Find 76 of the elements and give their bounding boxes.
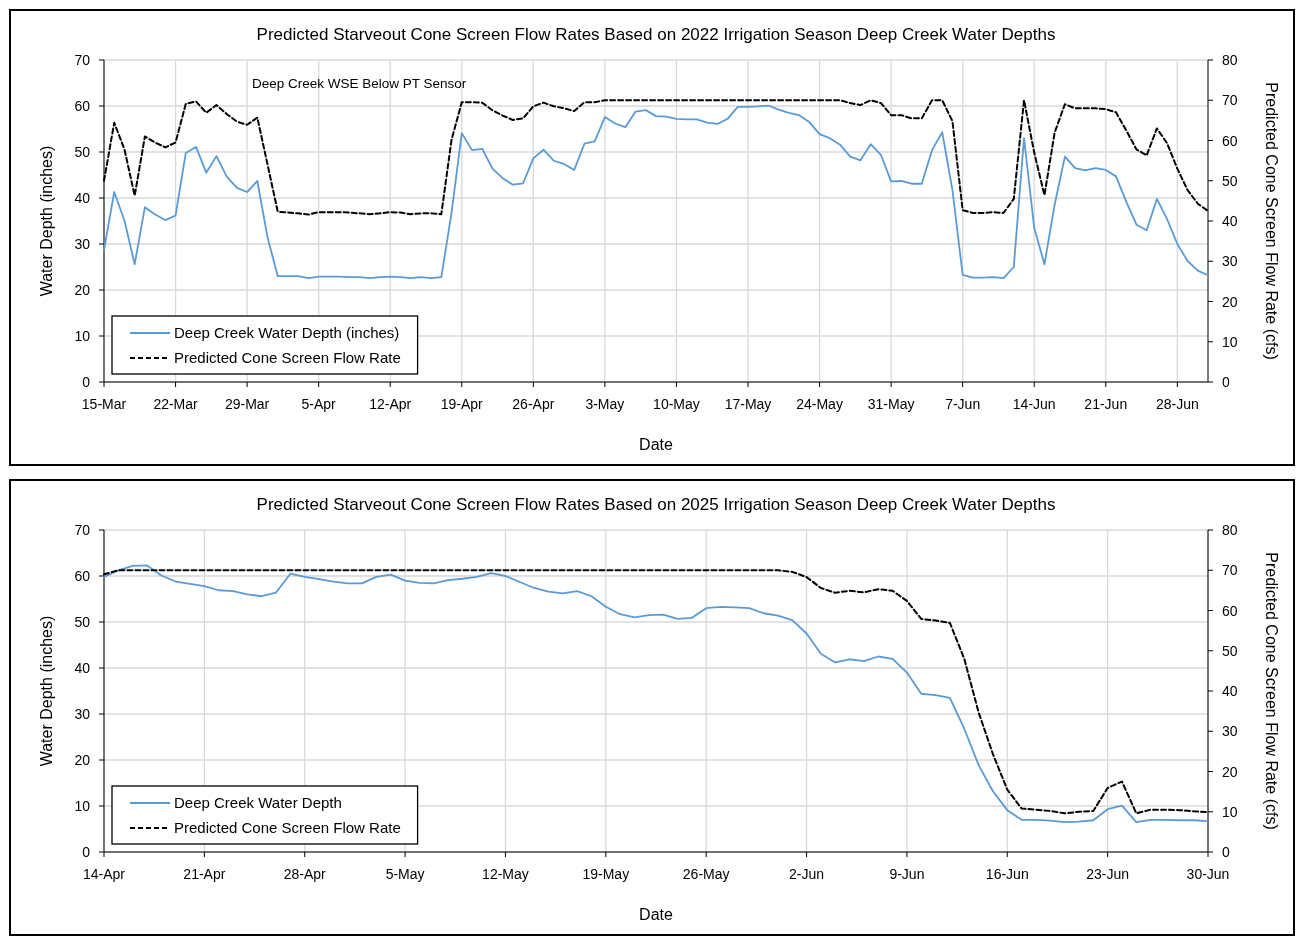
y2-tick-label: 10 (1222, 803, 1238, 820)
x-tick-label: 5-Apr (301, 396, 337, 412)
y-tick-label: 20 (74, 282, 91, 298)
x-tick-label: 10-May (653, 396, 700, 412)
y-tick-label: 70 (74, 522, 91, 538)
y2-tick-label: 0 (1222, 374, 1230, 390)
x-tick-label: 15-Mar (81, 396, 127, 412)
y-axis-title: Water Depth (inches) (38, 145, 55, 297)
y2-tick-label: 60 (1222, 132, 1238, 149)
chart-title: Predicted Starveout Cone Screen Flow Rates Based on 2022 Irrigation Season Deep Creek Water Depths (256, 25, 1056, 44)
y-tick-label: 50 (74, 614, 91, 630)
legend-label: Deep Creek Water Depth (inches) (174, 324, 400, 341)
line-series (103, 104, 1209, 279)
x-tick-label: 26-May (682, 866, 730, 882)
legend-label: Deep Creek Water Depth (174, 794, 342, 811)
x-tick-label: 21-Apr (183, 866, 226, 882)
y2-tick-label: 40 (1222, 683, 1238, 699)
y-tick-label: 60 (74, 98, 91, 114)
x-tick-label: 12-May (482, 866, 529, 882)
x-tick-label: 28-Jun (1155, 396, 1199, 412)
y-tick-label: 10 (74, 328, 91, 344)
y2-tick-label: 0 (1222, 844, 1230, 860)
y2-tick-label: 10 (1222, 333, 1238, 350)
y2-tick-label: 50 (1222, 642, 1238, 659)
y2-tick-label: 30 (1222, 723, 1238, 740)
x-tick-label: 3-May (585, 396, 625, 412)
legend-label: Predicted Cone Screen Flow Rate (174, 349, 401, 366)
x-tick-label: 24-May (796, 396, 843, 412)
x-tick-label: 26-Apr (512, 396, 555, 412)
y2-tick-label: 30 (1222, 253, 1238, 270)
y-axis-title: Water Depth (inches) (38, 615, 55, 767)
y2-tick-label: 80 (1222, 522, 1238, 538)
y2-tick-label: 40 (1222, 213, 1238, 229)
y2-axis-title: Predicted Cone Screen Flow Rate (cfs) (1263, 552, 1280, 830)
y-tick-label: 40 (74, 190, 91, 206)
x-tick-label: 19-Apr (440, 396, 484, 412)
y-tick-label: 70 (74, 52, 91, 68)
y-tick-label: 30 (74, 236, 91, 252)
x-tick-label: 31-May (867, 396, 915, 412)
y-tick-label: 0 (82, 374, 91, 390)
chart-title: Predicted Starveout Cone Screen Flow Rates Based on 2025 Irrigation Season Deep Creek Water Depths (256, 495, 1056, 514)
annotation: Deep Creek WSE Below PT Sensor (252, 76, 467, 91)
x-tick-label: 23-Jun (1086, 866, 1130, 882)
x-tick-label: 30-Jun (1186, 866, 1230, 882)
x-tick-label: 9-Jun (889, 866, 925, 882)
x-tick-label: 16-Jun (985, 866, 1029, 882)
y-tick-label: 0 (82, 844, 91, 860)
y-tick-label: 30 (74, 706, 91, 722)
x-tick-label: 29-Mar (224, 396, 270, 412)
x-tick-label: 14-Jun (1012, 396, 1056, 412)
y2-tick-label: 50 (1222, 172, 1238, 189)
x-tick-label: 21-Jun (1084, 396, 1128, 412)
x-tick-label: 28-Apr (283, 866, 327, 882)
x-tick-label: 19-May (582, 866, 630, 882)
y2-tick-label: 70 (1222, 92, 1238, 109)
legend-label: Predicted Cone Screen Flow Rate (174, 819, 401, 836)
y2-tick-label: 70 (1222, 562, 1238, 579)
x-tick-label: 7-Jun (945, 396, 981, 412)
x-tick-label: 22-Mar (153, 396, 199, 412)
y2-tick-label: 60 (1222, 602, 1238, 619)
y2-axis-title: Predicted Cone Screen Flow Rate (cfs) (1263, 82, 1280, 360)
x-tick-label: 2-Jun (789, 866, 825, 882)
x-tick-label: 17-May (724, 396, 772, 412)
y2-tick-label: 20 (1222, 293, 1238, 310)
y-tick-label: 20 (74, 752, 91, 768)
y-tick-label: 50 (74, 144, 91, 160)
x-axis-title: Date (639, 436, 673, 453)
x-tick-label: 5-May (385, 866, 425, 882)
x-tick-label: 12-Apr (369, 396, 412, 412)
y-tick-label: 60 (74, 568, 91, 584)
y-tick-label: 10 (74, 798, 91, 814)
x-tick-label: 14-Apr (82, 866, 126, 882)
x-axis-title: Date (639, 906, 673, 923)
y2-tick-label: 80 (1222, 52, 1238, 68)
y-tick-label: 40 (74, 660, 91, 676)
y2-tick-label: 20 (1222, 763, 1238, 780)
